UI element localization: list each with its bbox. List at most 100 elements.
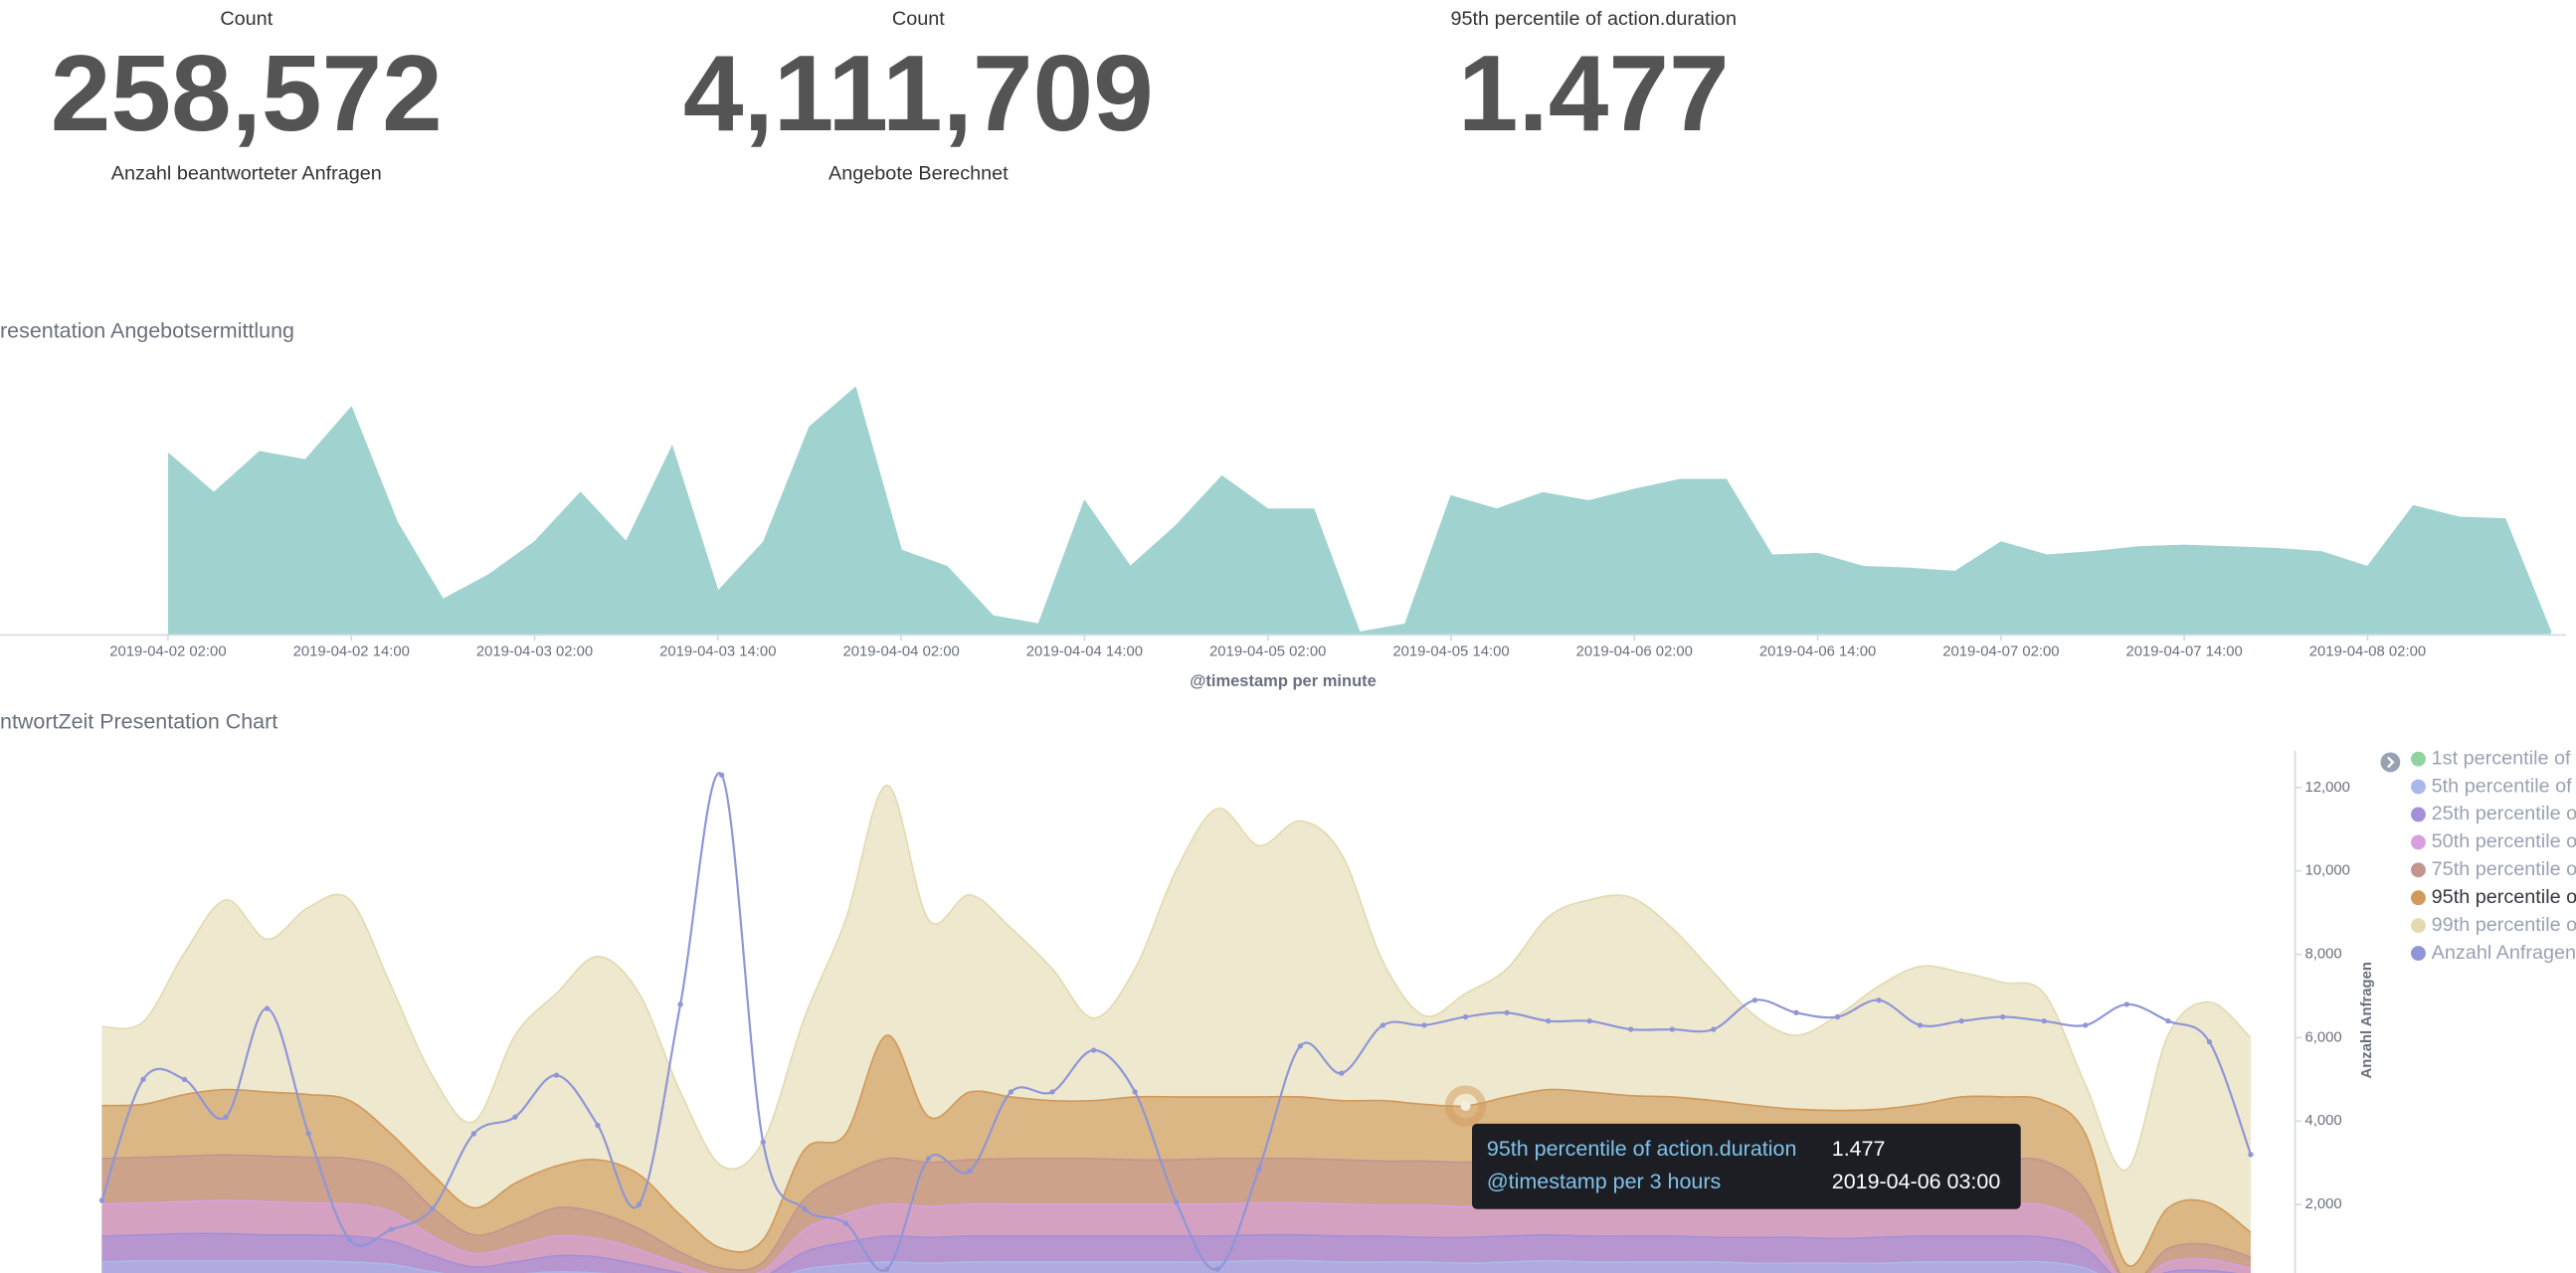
x-tick-label: 2019-04-04 14:00 — [1026, 644, 1143, 660]
line-point — [1711, 1026, 1717, 1032]
legend-swatch[interactable] — [2411, 834, 2426, 850]
area-line — [101, 784, 2252, 1172]
area-line — [167, 386, 2552, 634]
line-point — [967, 1168, 973, 1175]
y2-tick-label: 12,000 — [2304, 780, 2349, 796]
legend-toggle-icon — [2387, 756, 2395, 769]
legend-label[interactable]: 75th percentile of action.duration — [2432, 858, 2576, 880]
legend-label[interactable]: 95th percentile of action.duration — [2432, 886, 2576, 908]
chart-title: ntwortZeit Presentation Chart — [0, 709, 277, 733]
dashboard-content: Count 258,572 Anzahl beantworteter Anfrage… — [0, 8, 2576, 1273]
legend-swatch[interactable] — [2411, 862, 2426, 878]
line-point — [2083, 1022, 2089, 1028]
legend-label[interactable]: 50th percentile of action.duration — [2432, 830, 2576, 852]
line-point — [925, 1156, 932, 1162]
y2-tick-label: 8,000 — [2304, 946, 2341, 962]
line — [100, 772, 2252, 1272]
area-line — [101, 1232, 2239, 1273]
line-point — [1421, 1022, 1427, 1028]
tooltip-label: 95th percentile of action.duration — [1487, 1137, 1797, 1161]
x-tick-label: 2019-04-05 14:00 — [1392, 644, 1509, 660]
legend-label[interactable]: 99th percentile of action.duration — [2432, 914, 2576, 936]
line-point — [1669, 1026, 1675, 1032]
legend-swatch[interactable] — [2411, 751, 2426, 767]
metric-title: 95th percentile of action.duration — [1451, 8, 1737, 30]
legend-swatch[interactable] — [2411, 890, 2426, 906]
y2-tick-label: 10,000 — [2304, 863, 2349, 879]
tooltip-box — [1472, 1123, 2021, 1209]
metric-value: 1.477 — [1458, 33, 1730, 154]
x-tick-label: 2019-04-03 14:00 — [659, 644, 776, 660]
legend-label[interactable]: 1st percentile of action.duration — [2432, 747, 2576, 769]
line-point — [760, 1139, 766, 1145]
line-point — [1462, 1013, 1469, 1020]
line-point — [2206, 1038, 2213, 1045]
tooltip-label: @timestamp per 3 hours — [1487, 1170, 1721, 1193]
x-tick-label: 2019-04-06 02:00 — [1576, 644, 1693, 660]
metric-caption: Anzahl beantworteter Anfragen — [111, 162, 382, 184]
line-point — [1380, 1022, 1386, 1028]
line-point — [2165, 1018, 2171, 1024]
line-point — [1917, 1022, 1924, 1028]
x-tick-label: 2019-04-02 14:00 — [293, 644, 410, 660]
line-point — [1504, 1009, 1510, 1015]
line-point — [719, 772, 725, 778]
line-point — [347, 1237, 353, 1243]
legend-swatch[interactable] — [2411, 779, 2426, 795]
line-point — [1628, 1026, 1634, 1032]
line-point — [1297, 1043, 1303, 1049]
line-point — [1132, 1089, 1138, 1095]
line-point — [1751, 998, 1758, 1003]
y2-tick-label: 4,000 — [2304, 1113, 2341, 1129]
line-point — [1214, 1266, 1220, 1272]
area-line — [101, 1034, 2252, 1267]
metric-title: Count — [220, 8, 273, 30]
line-point — [802, 1205, 808, 1211]
legend-swatch[interactable] — [2411, 946, 2426, 961]
line-point — [1339, 1070, 1345, 1076]
legend-swatch[interactable] — [2411, 807, 2426, 822]
line-point — [1256, 1166, 1262, 1173]
x-tick-label: 2019-04-07 02:00 — [1942, 644, 2059, 660]
area-line — [101, 1259, 2099, 1273]
legend-label[interactable]: 5th percentile of action.duration — [2432, 775, 2576, 797]
line-point — [181, 1076, 188, 1083]
line-point — [1586, 1018, 1592, 1024]
line-point — [1008, 1089, 1014, 1095]
line-point — [595, 1122, 601, 1129]
chart: ntwortZeit Presentation Chart 2,000 4,000 6… — [0, 709, 2576, 1273]
area-fill — [167, 387, 2551, 635]
legend-swatch[interactable] — [2411, 918, 2426, 934]
line-point — [1090, 1047, 1097, 1053]
legend-toggle[interactable] — [2380, 752, 2401, 773]
line-point — [1834, 1013, 1841, 1020]
hover-point — [1460, 1101, 1471, 1111]
line-point — [842, 1220, 848, 1226]
line-point — [2123, 1001, 2129, 1007]
line-point — [1958, 1018, 1964, 1024]
x-tick-label: 2019-04-05 02:00 — [1209, 644, 1326, 660]
tooltip-value: 1.477 — [1832, 1137, 1886, 1161]
metric-caption: Angebote Berechnet — [828, 162, 1009, 184]
line-point — [470, 1131, 476, 1137]
line-point — [1049, 1089, 1055, 1095]
line-point — [2000, 1013, 2006, 1020]
legend-label[interactable]: Anzahl Anfragen — [2432, 942, 2576, 964]
line-point — [1876, 998, 1882, 1003]
legend-label[interactable]: 25th percentile of action.duration — [2432, 803, 2576, 824]
line-point — [264, 1005, 271, 1011]
line-point — [636, 1201, 643, 1207]
chart: resentation Angebotsermittlung 2019-04-02… — [0, 318, 2567, 690]
x-tick-label: 2019-04-07 14:00 — [2126, 644, 2243, 660]
chart-title: resentation Angebotsermittlung — [0, 318, 294, 342]
x-tick-label: 2019-04-06 14:00 — [1759, 644, 1876, 660]
line-point — [305, 1131, 311, 1137]
x-tick-label: 2019-04-04 02:00 — [842, 644, 959, 660]
y2-tick-label: 2,000 — [2304, 1196, 2341, 1212]
line-point — [884, 1266, 890, 1272]
area-fill — [101, 1260, 2097, 1273]
y2-axis-title: Anzahl Anfragen — [2359, 962, 2375, 1079]
line-point — [223, 1114, 229, 1120]
